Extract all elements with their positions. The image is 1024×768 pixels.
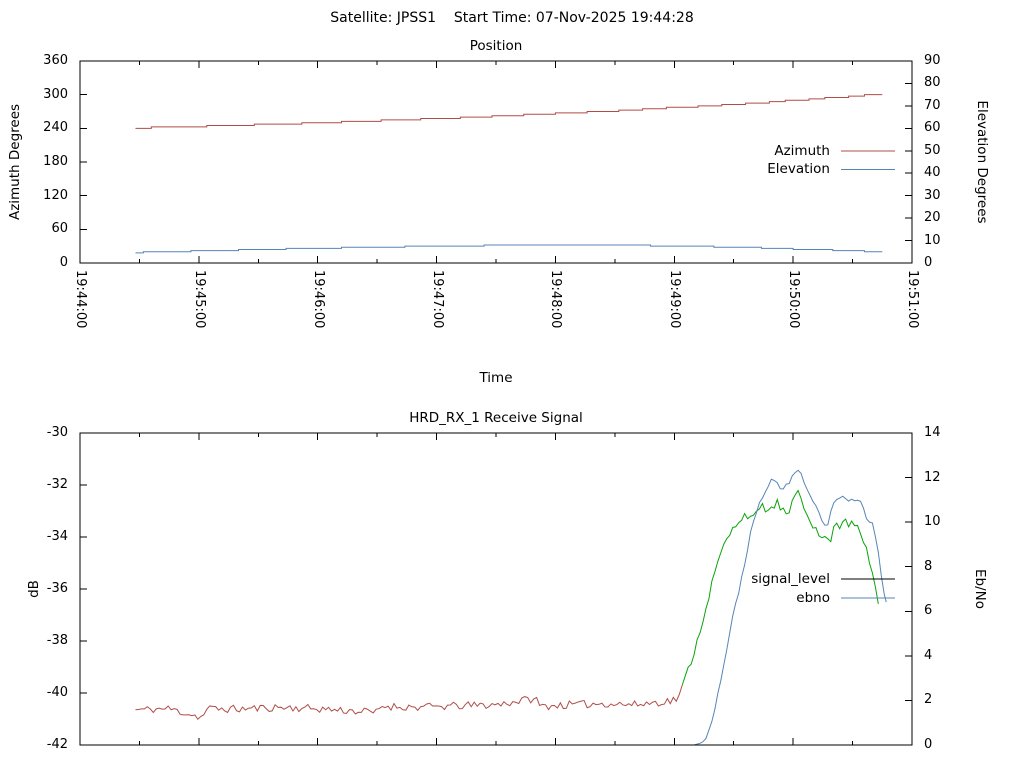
y2-tick-label: 40 [924,165,941,181]
x-tick-label: 19:49:00 [667,270,683,329]
legend-signal-level-label: signal_level [751,571,830,587]
y2-tick-label: 10 [924,514,941,530]
y-tick-label: -36 [46,581,68,596]
y2-tick-label: 8 [924,558,933,574]
y2-tick-label: 6 [924,603,933,619]
y2-tick-label: 2 [924,692,933,708]
y-tick-label: -40 [46,685,68,700]
y2-tick-label: 50 [924,142,941,158]
y2-tick-label: 4 [924,647,933,663]
y-tick-label: 300 [43,86,68,102]
y-tick-label: 360 [43,53,68,68]
y-tick-label: -34 [46,529,68,544]
x-tick-label: 19:44:00 [73,270,88,329]
y-tick-label: -32 [46,477,68,492]
signal_level-series-line [681,489,879,686]
Azimuth-series-line [135,94,883,129]
y2-tick-label: 30 [924,187,941,203]
x-tick-label: 19:51:00 [905,270,920,329]
y2-tick-label: 90 [924,53,941,68]
signal_level-series-line [135,685,683,721]
y2-tick-label: 14 [924,425,941,440]
y2-tick-label: 10 [924,232,941,248]
y-tick-label: 180 [43,154,68,169]
x-axis-label-time: Time [479,370,513,386]
y2-tick-label: 0 [924,255,933,270]
y-tick-label: 120 [43,187,68,203]
legend-azimuth-label: Azimuth [774,143,830,159]
y-tick-label: -30 [46,425,68,440]
Elevation-series-line [135,244,883,254]
x-tick-label: 19:50:00 [786,270,802,329]
chart1-title: Position [469,38,523,54]
y2-tick-label: 0 [924,737,933,752]
y2-tick-label: 60 [924,120,941,136]
y-tick-label: 60 [51,221,68,237]
main-title: Satellite: JPSS1 Start Time: 07-Nov-2025… [330,10,694,26]
y-tick-label: 240 [43,120,68,136]
chart1-right-axis-label: Elevation Degrees [974,100,990,224]
legend-elevation-label: Elevation [767,161,830,177]
x-tick-label: 19:48:00 [548,270,564,329]
y-tick-label: -38 [46,633,68,648]
y2-tick-label: 12 [924,469,941,485]
legend-ebno-label: ebno [796,590,830,606]
x-tick-label: 19:47:00 [429,270,445,329]
y2-tick-label: 70 [924,97,941,113]
y-tick-label: 0 [59,255,68,270]
plot-border [79,432,913,746]
y2-tick-label: 20 [924,210,941,226]
y-tick-label: -42 [46,737,68,752]
chart2-right-axis-label: Eb/No [972,568,988,610]
x-tick-label: 19:45:00 [191,270,207,329]
y2-tick-label: 80 [924,75,941,91]
chart2-title: HRD_RX_1 Receive Signal [409,410,583,426]
x-tick-label: 19:46:00 [310,270,326,329]
